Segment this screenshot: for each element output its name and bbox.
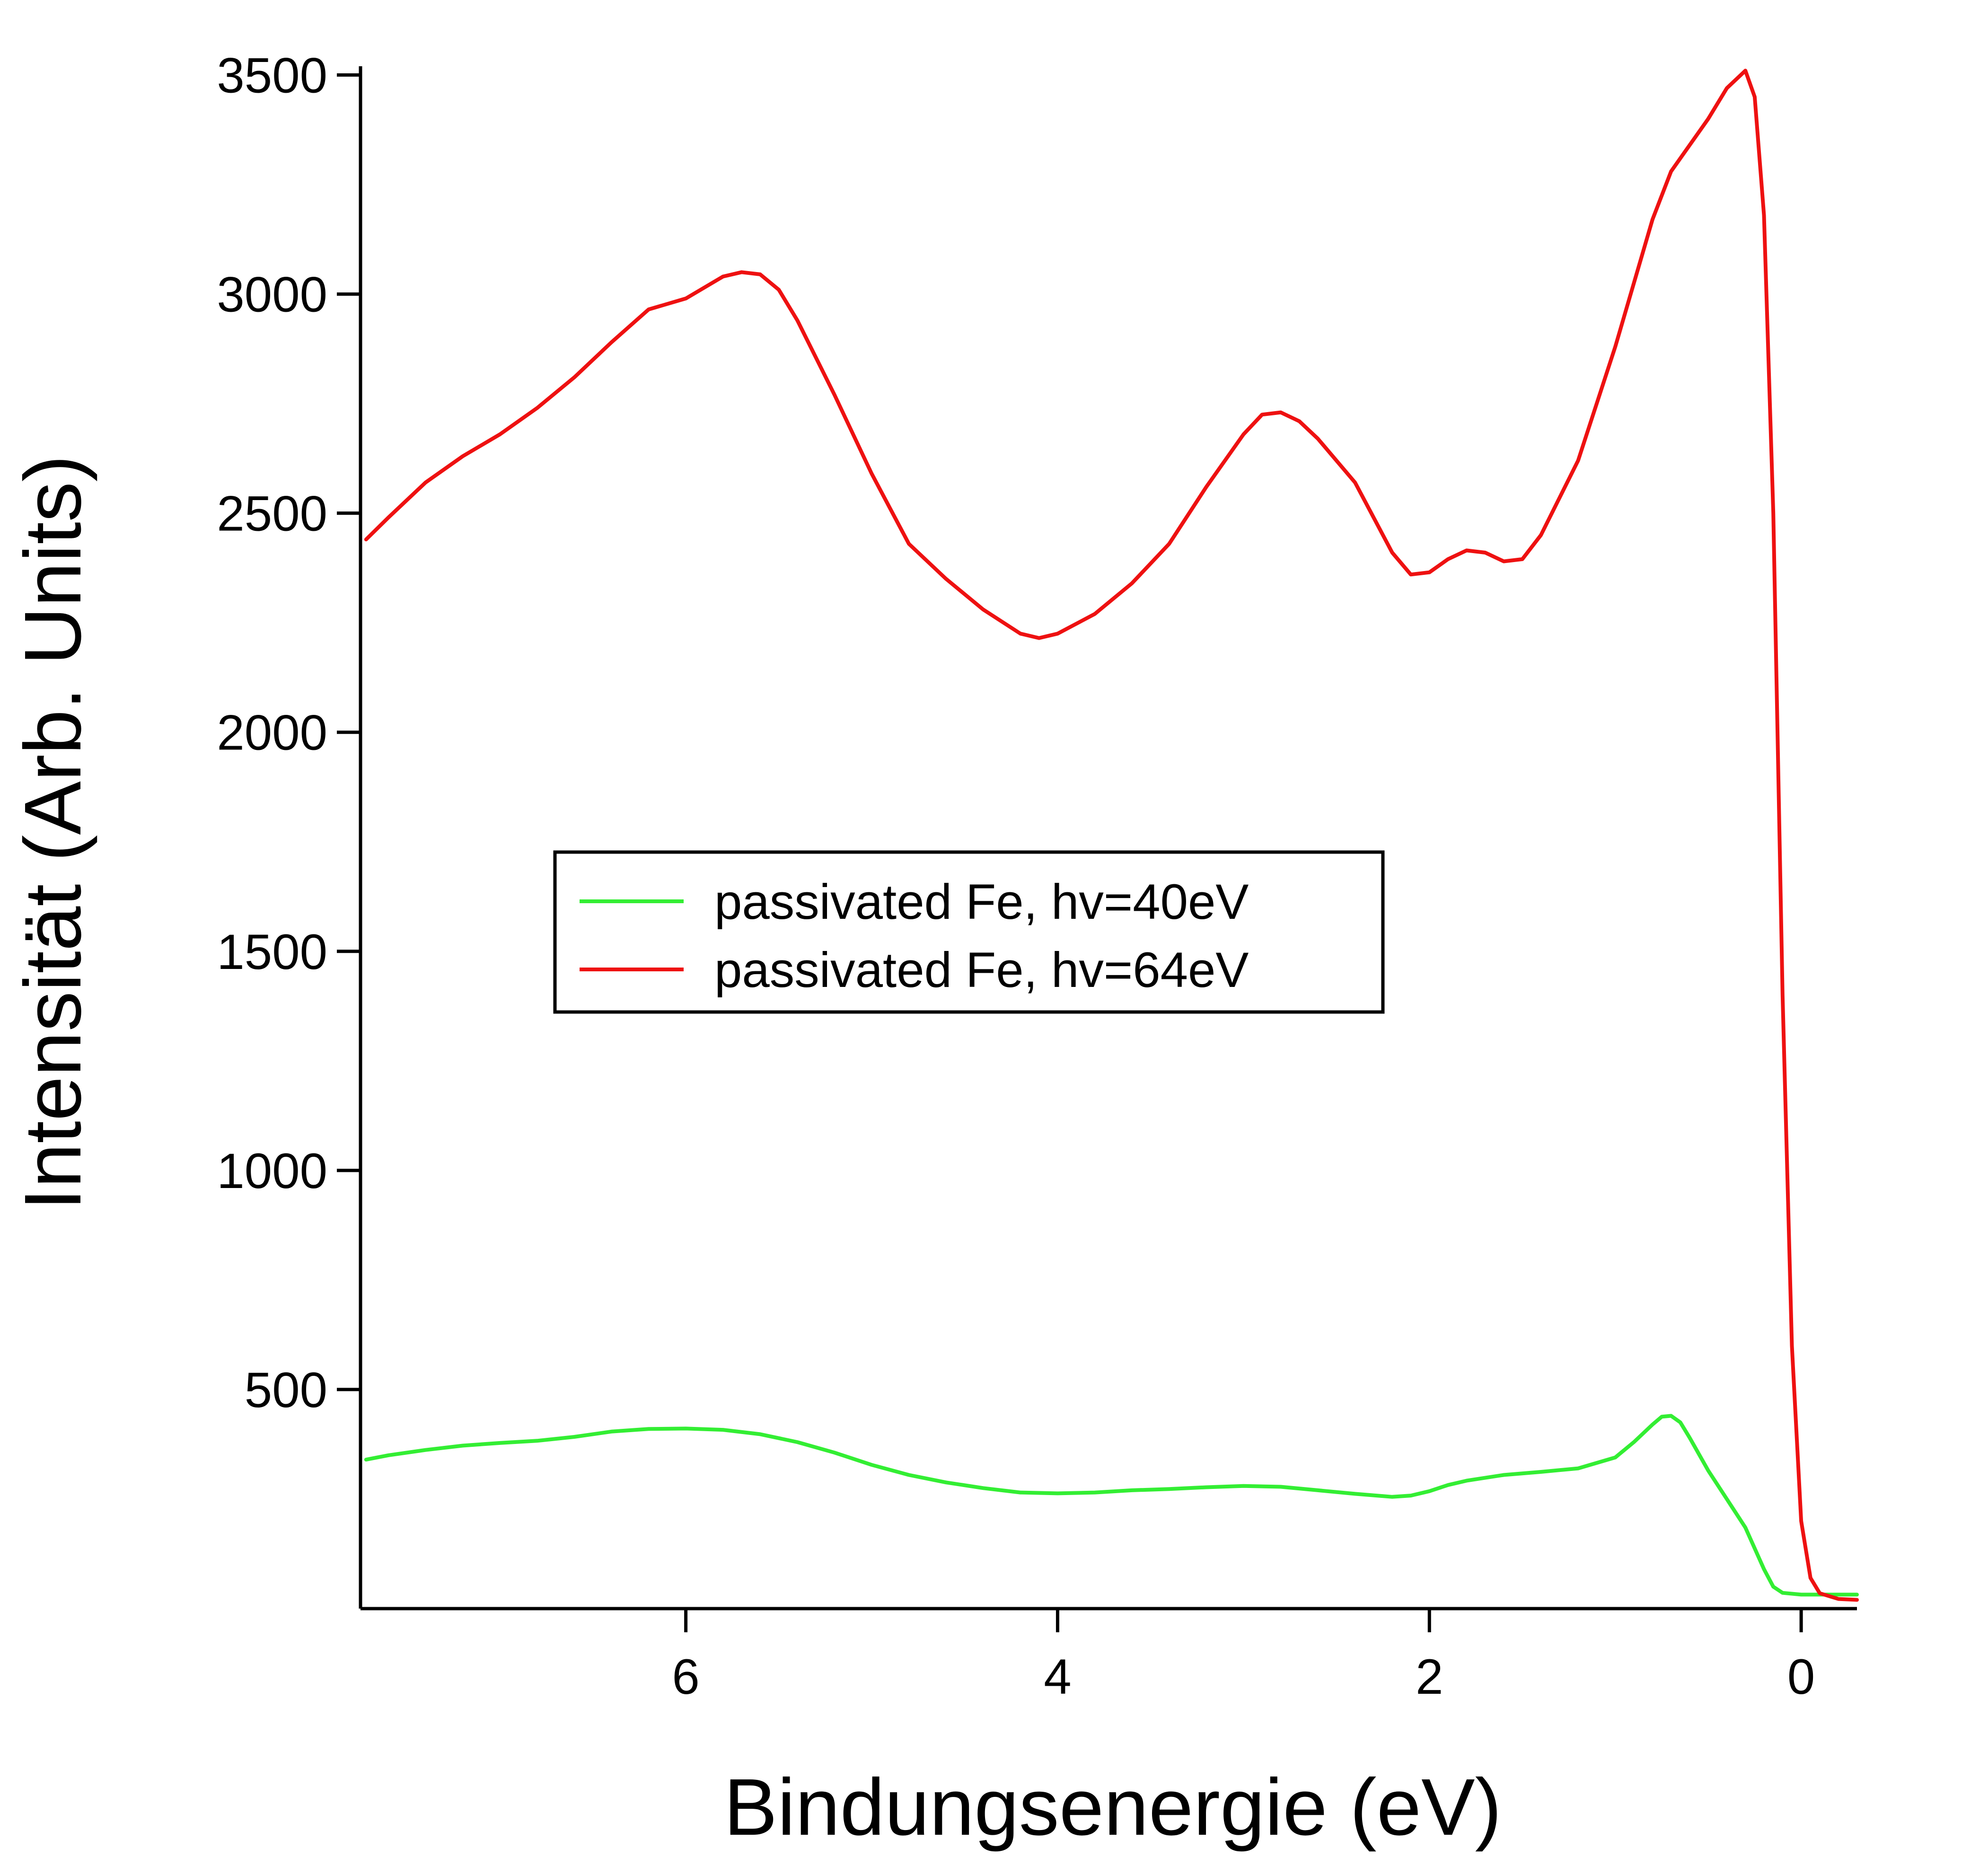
- y-tick-label-2500: 2500: [217, 486, 327, 542]
- legend-entries: passivated Fe, hv=40eV passivated Fe, hv=…: [580, 874, 1249, 998]
- x-tick-label-6: 6: [672, 1649, 699, 1705]
- y-tick-label-500: 500: [245, 1363, 327, 1418]
- legend-label-2: passivated Fe, hv=64eV: [714, 942, 1249, 998]
- y-tick-label-1500: 1500: [217, 924, 327, 980]
- legend-label-1: passivated Fe, hv=40eV: [714, 874, 1249, 930]
- legend-box: [553, 850, 1385, 1014]
- y-axis-title: Intensität (Arb. Units): [8, 455, 98, 1211]
- series-layer: [364, 69, 1859, 1602]
- x-tick-label-0: 0: [1787, 1649, 1815, 1705]
- legend: passivated Fe, hv=40eV passivated Fe, hv=…: [553, 850, 1385, 1014]
- y-tick-label-3000: 3000: [217, 267, 327, 323]
- y-tick-label-2000: 2000: [217, 705, 327, 761]
- series-line-2: [364, 69, 1859, 1602]
- y-tick-label-1000: 1000: [217, 1144, 327, 1199]
- series-line-1: [364, 1414, 1859, 1597]
- axes: 500 1000 1500 2000 2500 3000 3500 6 4 2 0: [217, 48, 1857, 1705]
- x-tick-label-4: 4: [1044, 1649, 1071, 1705]
- x-tick-label-2: 2: [1416, 1649, 1443, 1705]
- x-axis-title: Bindungsenergie (eV): [724, 1762, 1502, 1852]
- y-tick-label-3500: 3500: [217, 48, 327, 104]
